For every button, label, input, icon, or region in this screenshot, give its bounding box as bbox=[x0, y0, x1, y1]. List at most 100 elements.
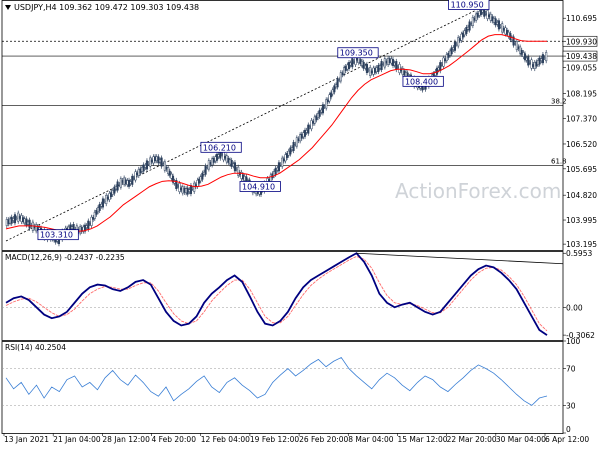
candle-body bbox=[320, 109, 323, 113]
candle-body bbox=[233, 162, 236, 172]
candle-body bbox=[364, 65, 367, 69]
candle-body bbox=[460, 33, 463, 41]
candle-body bbox=[242, 174, 245, 180]
candle-body bbox=[462, 32, 465, 38]
candle-body bbox=[308, 126, 311, 128]
macd-pane-frame bbox=[1, 251, 564, 341]
candle-body bbox=[144, 165, 147, 168]
candle-body bbox=[362, 61, 365, 69]
candle-body bbox=[481, 9, 484, 13]
candle-body bbox=[453, 41, 456, 51]
candle-body bbox=[486, 10, 489, 19]
candle-body bbox=[325, 99, 328, 109]
price-trendline bbox=[5, 10, 476, 242]
candle-body bbox=[497, 20, 500, 30]
candle-body bbox=[346, 64, 349, 70]
candle-body bbox=[108, 193, 111, 200]
candle-body bbox=[127, 179, 131, 187]
macd-trendline bbox=[356, 252, 564, 265]
macd-axis-label: 0.5953 bbox=[566, 249, 592, 258]
candle-body bbox=[370, 70, 373, 74]
candle-body bbox=[297, 138, 300, 141]
candle-body bbox=[450, 47, 453, 55]
candle-body bbox=[393, 62, 396, 66]
price-annotation: 109.350 bbox=[337, 47, 379, 59]
candle-body bbox=[476, 12, 479, 18]
candle-body bbox=[391, 59, 395, 66]
candle-body bbox=[276, 167, 279, 171]
price-axis-label: 103.195 bbox=[566, 240, 597, 249]
candle-body bbox=[307, 124, 310, 134]
candle-body bbox=[186, 187, 189, 195]
candle-body bbox=[338, 79, 341, 81]
price-annotation: 106.210 bbox=[200, 141, 242, 153]
candle-body bbox=[473, 17, 476, 21]
rsi-axis-label: 0 bbox=[566, 425, 571, 434]
candle-body bbox=[396, 66, 399, 69]
candle-body bbox=[447, 52, 450, 58]
candle-body bbox=[111, 190, 114, 195]
candle-body bbox=[532, 64, 535, 67]
candle-body bbox=[543, 57, 546, 59]
candle-body bbox=[530, 59, 533, 69]
candle-body bbox=[92, 217, 95, 220]
candle-body bbox=[103, 200, 106, 203]
x-axis-label: 8 Mar 04:00 bbox=[348, 435, 394, 444]
candle-body bbox=[119, 178, 122, 188]
annotation-text: 104.910 bbox=[242, 182, 275, 191]
candle-body bbox=[300, 133, 303, 139]
candle-body bbox=[113, 186, 116, 194]
candle-body bbox=[101, 198, 105, 208]
candle-body bbox=[528, 62, 531, 64]
price-axis-label: 105.695 bbox=[566, 165, 597, 174]
annotation-box bbox=[448, 0, 490, 10]
candle-body bbox=[87, 220, 90, 230]
candle-body bbox=[351, 58, 354, 68]
x-axis-label: 19 Feb 12:00 bbox=[250, 435, 299, 444]
candle-body bbox=[455, 43, 458, 46]
fib-level-label: 61.8 bbox=[551, 158, 567, 166]
candle-body bbox=[131, 175, 134, 185]
candle-body bbox=[323, 106, 326, 108]
candle-body bbox=[318, 109, 321, 117]
candle-body bbox=[519, 46, 522, 54]
candle-body bbox=[176, 185, 179, 188]
candle-body bbox=[212, 158, 215, 163]
candle-body bbox=[163, 161, 166, 171]
candle-body bbox=[290, 147, 294, 151]
candle-body bbox=[294, 143, 297, 146]
candle-body bbox=[93, 211, 96, 219]
candle-body bbox=[538, 57, 541, 65]
candle-body bbox=[157, 156, 160, 164]
candle-body bbox=[504, 27, 507, 35]
annotation-text: 110.950 bbox=[451, 1, 484, 10]
annotation-box bbox=[200, 141, 242, 153]
rsi-title: RSI(14) 40.2504 bbox=[5, 343, 66, 352]
candle-body bbox=[540, 58, 543, 62]
rsi-axis-label: 100 bbox=[566, 337, 581, 346]
candle-body bbox=[97, 207, 100, 213]
candle-body bbox=[488, 14, 491, 18]
candle-body bbox=[328, 94, 331, 102]
x-axis-label: 4 Feb 20:00 bbox=[152, 435, 197, 444]
candle-body bbox=[70, 226, 74, 230]
candle-body bbox=[209, 162, 212, 165]
candle-body bbox=[180, 187, 183, 191]
candle-body bbox=[85, 225, 88, 228]
candle-body bbox=[220, 153, 223, 156]
candle-body bbox=[137, 169, 140, 176]
macd-axis-label: -0.3062 bbox=[566, 331, 595, 340]
price-axis-label: 109.930 bbox=[566, 37, 597, 46]
candle-body bbox=[535, 61, 538, 67]
candle-body bbox=[15, 217, 18, 220]
candle-body bbox=[198, 178, 201, 184]
candle-body bbox=[168, 170, 171, 176]
candle-body bbox=[269, 174, 272, 182]
candle-body bbox=[215, 153, 219, 161]
candle-body bbox=[336, 78, 339, 88]
candle-body bbox=[129, 181, 132, 184]
candle-body bbox=[237, 166, 240, 176]
candle-body bbox=[160, 157, 163, 167]
